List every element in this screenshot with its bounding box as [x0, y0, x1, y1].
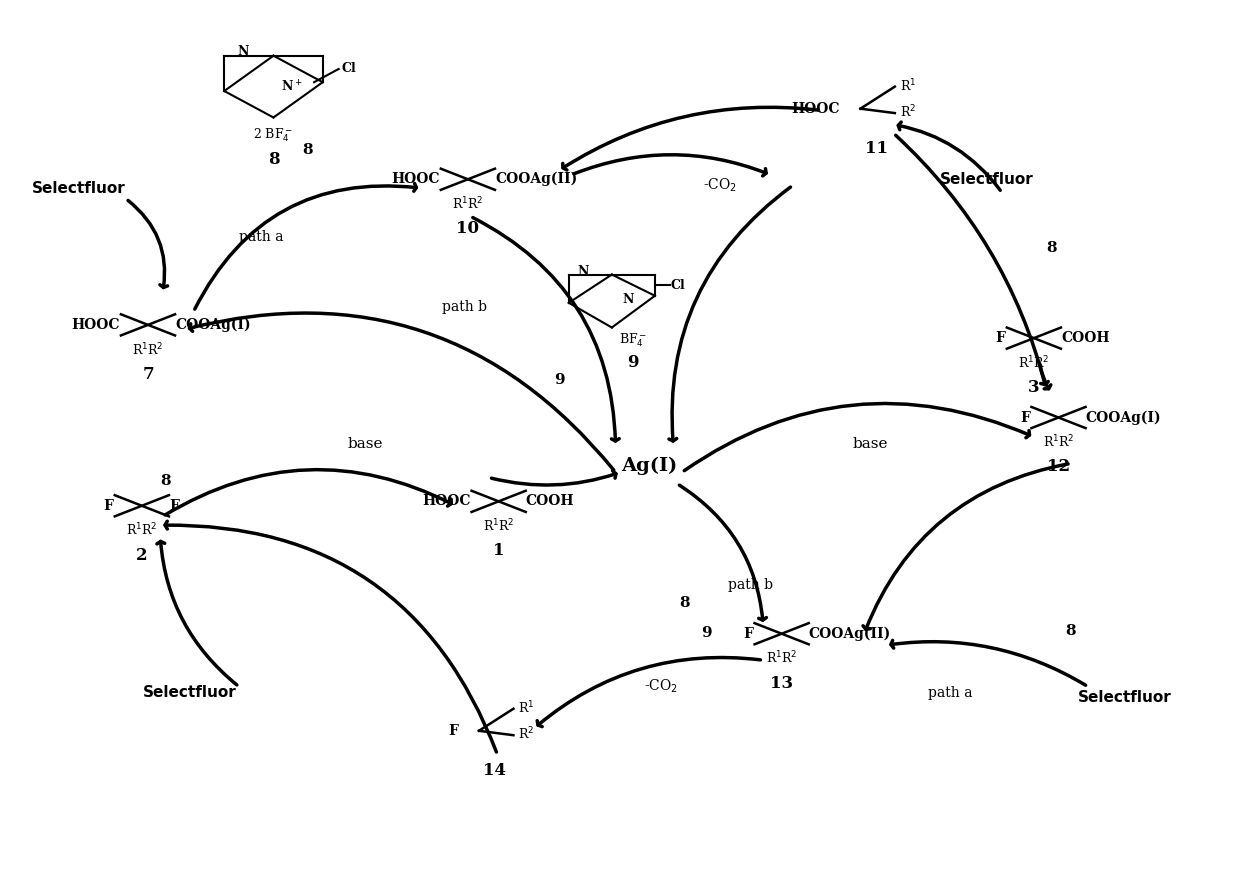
Text: 8: 8: [303, 143, 313, 157]
Text: Selectfluor: Selectfluor: [32, 180, 126, 195]
Text: Cl: Cl: [671, 279, 686, 291]
Text: N: N: [578, 265, 590, 278]
Text: R$^2$: R$^2$: [900, 104, 916, 121]
Text: 9: 9: [627, 354, 639, 371]
Text: 3: 3: [1028, 379, 1039, 396]
Text: R$^1$R$^2$: R$^1$R$^2$: [452, 195, 483, 212]
Text: N$^+$: N$^+$: [281, 79, 303, 94]
Text: F: F: [104, 499, 114, 512]
Text: Selectfluor: Selectfluor: [941, 171, 1035, 186]
Text: path a: path a: [239, 230, 283, 243]
Text: path a: path a: [928, 686, 973, 700]
Text: 12: 12: [1047, 458, 1070, 475]
Text: F: F: [449, 724, 459, 738]
Text: 8: 8: [268, 151, 279, 169]
Text: 8: 8: [679, 596, 690, 610]
Text: base: base: [853, 437, 887, 451]
Text: F: F: [744, 627, 754, 641]
Text: Selectfluor: Selectfluor: [1078, 690, 1172, 705]
Text: 14: 14: [483, 762, 507, 779]
Text: 2 BF$_4^-$: 2 BF$_4^-$: [253, 126, 293, 144]
Text: F: F: [1021, 410, 1030, 424]
Text: R$^1$R$^2$: R$^1$R$^2$: [132, 341, 163, 358]
Text: -CO$_2$: -CO$_2$: [644, 678, 679, 695]
Text: F: F: [169, 499, 179, 512]
Text: COOAg(I): COOAg(I): [1085, 410, 1161, 424]
Text: path b: path b: [441, 300, 487, 314]
Text: Ag(I): Ag(I): [620, 457, 677, 475]
Text: COOH: COOH: [1060, 331, 1110, 345]
Text: 2: 2: [136, 547, 147, 564]
Text: HOOC: HOOC: [72, 318, 120, 332]
Text: -CO$_2$: -CO$_2$: [703, 177, 737, 194]
Text: R$^1$: R$^1$: [518, 700, 535, 716]
Text: path b: path b: [728, 578, 774, 592]
Text: 8: 8: [159, 474, 171, 488]
Text: F: F: [996, 331, 1006, 345]
Text: 10: 10: [456, 220, 480, 237]
Text: Selectfluor: Selectfluor: [143, 686, 236, 701]
Text: N: N: [237, 44, 248, 58]
Text: N: N: [622, 293, 634, 305]
Text: 9: 9: [554, 374, 565, 387]
Text: 8: 8: [1046, 242, 1057, 255]
Text: HOOC: HOOC: [791, 101, 839, 115]
Text: 1: 1: [493, 543, 504, 559]
Text: COOAg(II): COOAg(II): [808, 627, 891, 641]
Text: HOOC: HOOC: [391, 172, 440, 186]
Text: HOOC: HOOC: [421, 495, 471, 508]
Text: 8: 8: [1065, 624, 1077, 638]
Text: Cl: Cl: [341, 62, 356, 75]
Text: R$^2$: R$^2$: [518, 726, 534, 742]
Text: 11: 11: [865, 140, 887, 157]
Text: R$^1$R$^2$: R$^1$R$^2$: [1018, 354, 1049, 371]
Text: R$^1$R$^2$: R$^1$R$^2$: [483, 518, 514, 535]
Text: R$^1$: R$^1$: [900, 77, 916, 94]
Text: 7: 7: [142, 366, 153, 383]
Text: COOH: COOH: [525, 495, 575, 508]
Text: R$^1$R$^2$: R$^1$R$^2$: [1043, 434, 1074, 450]
Text: COOAg(I): COOAg(I): [176, 318, 251, 332]
Text: R$^1$R$^2$: R$^1$R$^2$: [126, 522, 158, 539]
Text: R$^1$R$^2$: R$^1$R$^2$: [766, 650, 797, 667]
Text: COOAg(II): COOAg(II): [494, 172, 577, 186]
Text: BF$_4^-$: BF$_4^-$: [619, 331, 646, 349]
Text: base: base: [349, 437, 383, 451]
Text: 9: 9: [701, 626, 712, 640]
Text: 13: 13: [770, 675, 794, 692]
